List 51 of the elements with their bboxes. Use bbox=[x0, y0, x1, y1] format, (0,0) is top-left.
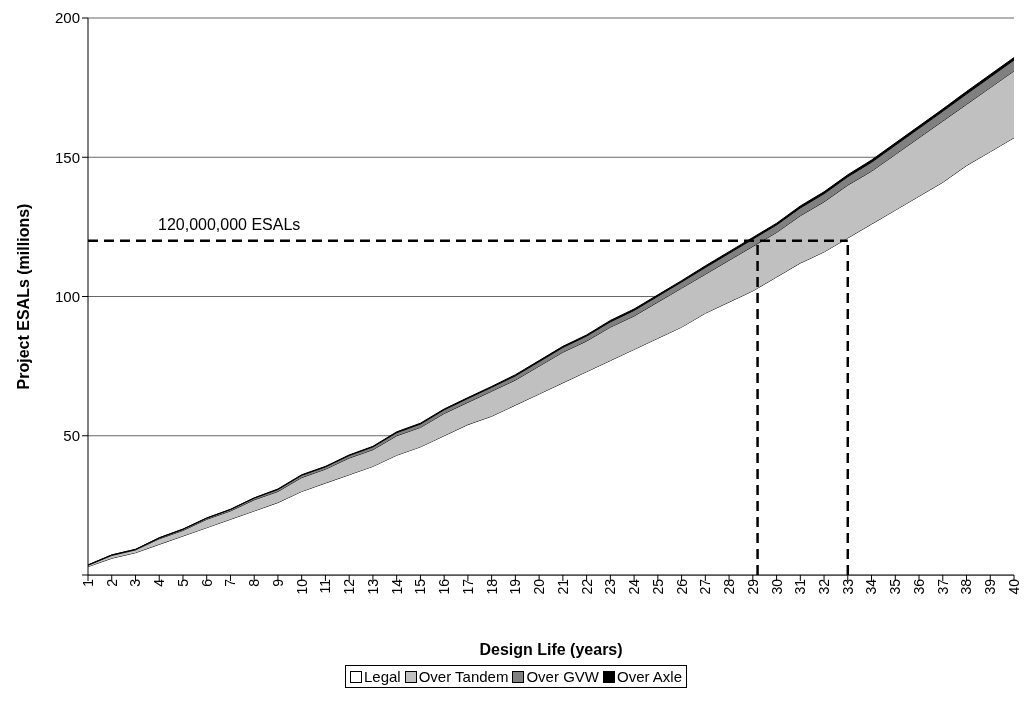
x-tick-label: 34 bbox=[863, 578, 880, 595]
y-axis-title: Project ESALs (millions) bbox=[14, 203, 32, 390]
x-tick-label: 21 bbox=[554, 578, 571, 595]
x-tick-label: 33 bbox=[839, 578, 856, 595]
x-tick-label: 20 bbox=[531, 578, 548, 595]
x-tick-label: 35 bbox=[887, 578, 904, 595]
x-tick-label: 18 bbox=[483, 578, 500, 595]
x-tick-label: 31 bbox=[792, 578, 809, 595]
x-tick-label: 23 bbox=[602, 578, 619, 595]
x-tick-label: 3 bbox=[127, 578, 144, 587]
x-tick-label: 6 bbox=[198, 578, 215, 587]
x-tick-label: 26 bbox=[673, 578, 690, 595]
x-tick-label: 14 bbox=[388, 578, 405, 595]
x-tick-label: 24 bbox=[626, 578, 643, 595]
x-tick-label: 4 bbox=[151, 578, 168, 587]
x-axis-title: Design Life (years) bbox=[479, 641, 623, 658]
x-tick-label: 17 bbox=[459, 578, 476, 595]
y-tick-label: 200 bbox=[54, 9, 80, 27]
x-tick-label: 16 bbox=[436, 578, 453, 595]
legend-label: Legal bbox=[363, 668, 401, 685]
x-tick-label: 11 bbox=[317, 578, 334, 594]
x-tick-label: 2 bbox=[103, 578, 120, 587]
x-tick-label: 38 bbox=[958, 578, 975, 595]
x-tick-label: 7 bbox=[222, 578, 239, 587]
x-tick-label: 36 bbox=[910, 578, 927, 595]
x-tick-label: 8 bbox=[246, 578, 263, 587]
x-tick-label: 37 bbox=[934, 578, 951, 595]
ref-line-label: 120,000,000 ESALs bbox=[158, 216, 301, 234]
x-tick-label: 10 bbox=[293, 578, 310, 595]
legend-label: Over Tandem bbox=[417, 668, 509, 685]
legend-label: Over Axle bbox=[615, 668, 682, 685]
y-tick-label: 150 bbox=[54, 148, 80, 166]
x-tick-label: 15 bbox=[412, 578, 429, 595]
x-tick-label: 40 bbox=[1005, 578, 1022, 595]
x-tick-label: 19 bbox=[507, 578, 524, 595]
x-tick-label: 9 bbox=[269, 578, 286, 587]
x-tick-label: 22 bbox=[578, 578, 595, 595]
x-tick-label: 1 bbox=[79, 578, 96, 587]
y-tick-label: 50 bbox=[63, 427, 80, 445]
x-tick-label: 32 bbox=[815, 578, 832, 595]
x-tick-label: 13 bbox=[364, 578, 381, 595]
x-tick-label: 27 bbox=[697, 578, 714, 595]
x-tick-label: 28 bbox=[721, 578, 738, 595]
y-tick-label: 100 bbox=[54, 287, 80, 305]
legend-label: Over GVW bbox=[525, 668, 599, 685]
x-tick-label: 12 bbox=[341, 578, 358, 595]
x-tick-label: 30 bbox=[768, 578, 785, 595]
x-tick-label: 5 bbox=[174, 578, 191, 587]
x-tick-label: 29 bbox=[744, 578, 761, 595]
x-tick-label: 25 bbox=[649, 578, 666, 595]
x-tick-label: 39 bbox=[982, 578, 999, 595]
